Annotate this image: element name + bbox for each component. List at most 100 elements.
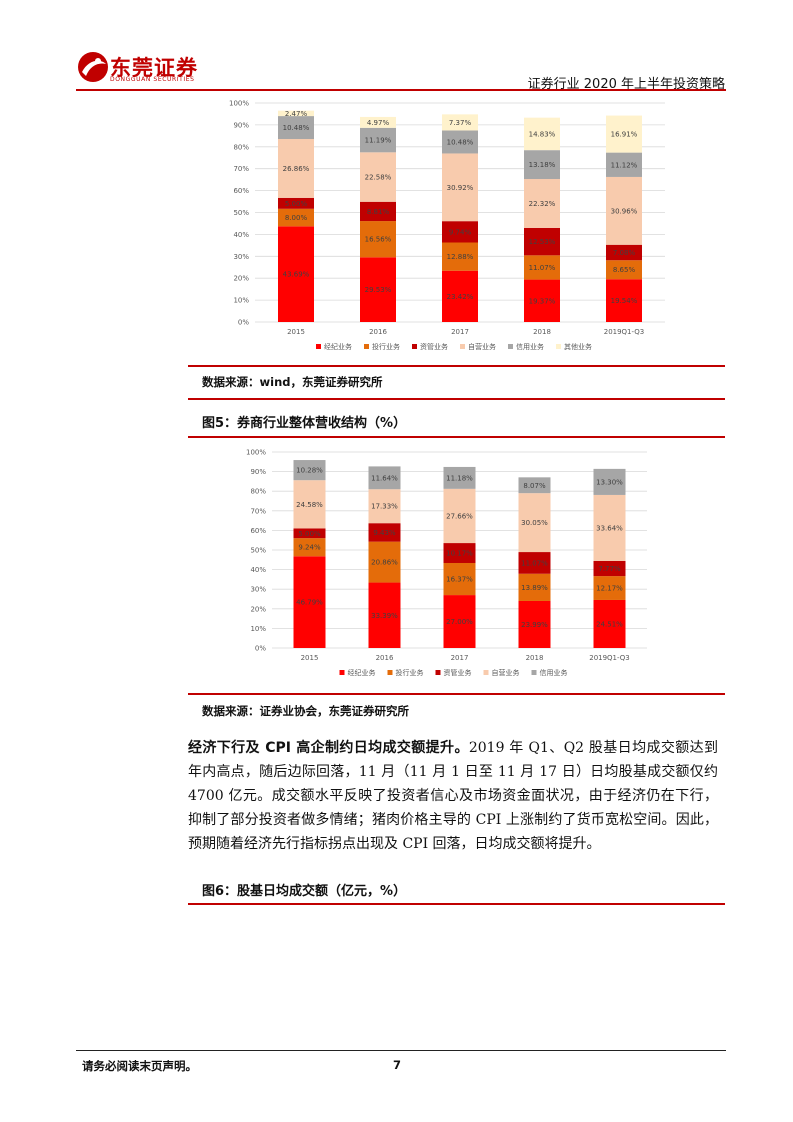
legend-swatch	[339, 670, 345, 675]
bar-segment	[293, 460, 326, 481]
data-label: 14.83%	[529, 130, 556, 138]
legend-label: 资管业务	[420, 342, 448, 351]
data-label: 16.91%	[611, 131, 638, 139]
x-tick-label: 2016	[369, 328, 387, 336]
bar-segment	[442, 221, 478, 243]
bar-segment	[518, 573, 551, 601]
data-label: 11.12%	[611, 161, 638, 169]
chart1-bottom-rule	[188, 365, 725, 367]
y-tick-label: 70%	[250, 507, 266, 515]
bar-segment	[593, 576, 626, 600]
x-tick-label: 2015	[301, 654, 319, 662]
bar-segment	[278, 116, 314, 140]
bar-segment	[518, 600, 551, 648]
legend-swatch	[387, 670, 393, 675]
data-label: 12.53%	[529, 238, 556, 246]
bar-segment	[524, 279, 560, 322]
data-label: 43.69%	[283, 271, 310, 279]
bar-segment	[524, 150, 560, 180]
legend-swatch	[483, 670, 489, 675]
data-label: 24.58%	[296, 501, 323, 509]
data-label: 30.96%	[611, 207, 638, 215]
x-tick-label: 2017	[451, 328, 469, 336]
bar-segment	[360, 116, 396, 128]
data-label: 16.37%	[446, 576, 473, 584]
bar-segment	[360, 257, 396, 322]
bar-segment	[524, 227, 560, 256]
bar-segment	[360, 201, 396, 222]
revenue-structure-chart-1: 0% 10% 20% 30% 40% 50% 60% 70% 80% 90% 100% 43.69% 8…	[229, 100, 665, 351]
data-label: 7.37%	[449, 119, 472, 127]
data-label: 30.92%	[447, 184, 474, 192]
legend-swatch	[412, 344, 417, 349]
y-tick-label: 70%	[233, 165, 249, 173]
data-label: 20.86%	[371, 559, 398, 567]
data-label: 19.37%	[529, 297, 556, 305]
legend-swatch	[316, 344, 321, 349]
chart1-source: 数据来源：wind，东莞证券研究所	[202, 375, 383, 389]
data-label: 30.05%	[521, 519, 548, 527]
bar-segment	[442, 114, 478, 131]
y-tick-label: 100%	[229, 100, 249, 108]
bar-segment	[593, 560, 626, 577]
paragraph-text: 2019 年 Q1、Q2 股基日均成交额达到年内高点，随后边际回落，11 月（1…	[188, 740, 719, 852]
legend-label: 自营业务	[468, 342, 496, 351]
data-label: 11.19%	[365, 137, 392, 145]
data-label: 8.07%	[523, 482, 546, 490]
x-tick-label: 2015	[287, 328, 305, 336]
bar-segment	[443, 466, 476, 489]
data-label: 2.47%	[285, 110, 308, 118]
bar-segment	[593, 468, 626, 495]
data-label: 22.32%	[529, 200, 556, 208]
legend-label: 投行业务	[372, 342, 400, 351]
report-title: 证券行业 2020 年上半年投资策略	[527, 77, 725, 92]
bar-segment	[360, 152, 396, 202]
legend-label: 资管业务	[444, 668, 472, 677]
data-label: 13.89%	[521, 584, 548, 592]
footer-rule	[76, 1050, 726, 1051]
legend-swatch	[531, 670, 537, 675]
body-paragraph: 经济下行及 CPI 高企制约日均成交额提升。2019 年 Q1、Q2 股基日均成…	[188, 736, 718, 856]
y-tick-label: 100%	[246, 449, 266, 457]
data-label: 8.81%	[367, 208, 390, 216]
bar-segment	[606, 260, 642, 280]
legend-label: 经纪业务	[324, 342, 352, 351]
legend-label: 自营业务	[492, 668, 520, 677]
legend-label: 经纪业务	[348, 668, 376, 677]
company-logo	[76, 50, 206, 88]
y-tick-label: 20%	[250, 605, 266, 613]
data-label: 9.43%	[373, 529, 396, 537]
bar-segment	[278, 110, 314, 117]
data-label: 27.00%	[446, 618, 473, 626]
data-label: 19.54%	[611, 297, 638, 305]
paragraph-lead: 经济下行及 CPI 高企制约日均成交额提升。	[188, 740, 469, 756]
bar-segment	[360, 127, 396, 153]
data-label: 33.39%	[371, 612, 398, 620]
bar-segment	[368, 582, 401, 648]
y-tick-label: 60%	[233, 187, 249, 195]
header-rule	[76, 89, 726, 91]
bar-segment	[443, 543, 476, 563]
data-label: 12.88%	[447, 253, 474, 261]
bar-segment	[368, 541, 401, 583]
bar-segment	[593, 599, 626, 648]
bar-segment	[606, 115, 642, 153]
bar-segment	[606, 279, 642, 322]
legend-swatch	[435, 670, 441, 675]
bar-segment	[442, 130, 478, 154]
data-label: 10.48%	[447, 138, 474, 146]
chart2-source: 数据来源：证券业协会，东莞证券研究所	[202, 704, 409, 718]
bar-segment	[443, 562, 476, 596]
x-tick-label: 2018	[526, 654, 544, 662]
bar-segment	[442, 242, 478, 271]
legend-label: 其他业务	[564, 342, 592, 351]
data-label: 13.18%	[529, 161, 556, 169]
x-tick-label: 2017	[451, 654, 469, 662]
y-tick-label: 10%	[250, 625, 266, 633]
figure6-title-rule	[188, 903, 725, 905]
data-label: 17.33%	[371, 503, 398, 511]
data-label: 9.24%	[298, 544, 321, 552]
bar-segment	[524, 179, 560, 228]
y-tick-label: 60%	[250, 527, 266, 535]
logo-mark-icon	[78, 52, 108, 82]
